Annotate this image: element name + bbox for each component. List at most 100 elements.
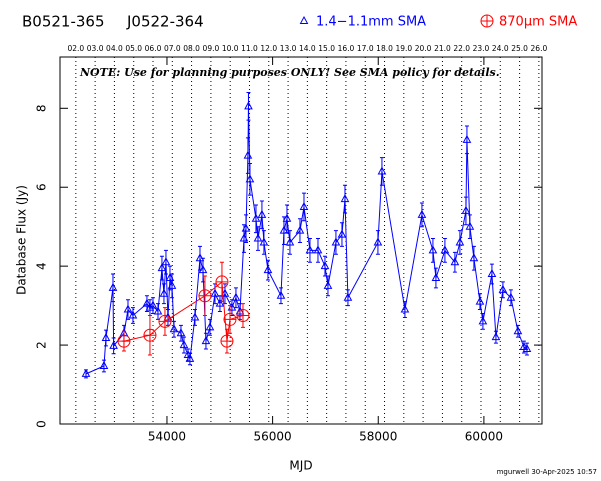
top-tick-label: 23.0: [473, 44, 490, 53]
point: [195, 253, 205, 262]
error-bar: [130, 307, 135, 324]
top-tick-label: 12.0: [260, 44, 277, 53]
top-tick-label: 26.0: [531, 44, 548, 53]
error-bar: [265, 259, 270, 281]
x-tick-label: 54000: [148, 430, 186, 444]
top-tick-label: 03.0: [87, 44, 104, 53]
error-bar: [339, 222, 344, 247]
note: NOTE: Use for planning purposes ONLY! Se…: [79, 66, 500, 79]
y-tick-label: 6: [35, 183, 49, 191]
point: [469, 253, 479, 262]
error-bar: [192, 309, 197, 326]
top-tick-label: 13.0: [280, 44, 297, 53]
point: [198, 289, 212, 303]
top-tick-label: 10.0: [222, 44, 239, 53]
error-bar: [278, 287, 283, 305]
point: [179, 340, 189, 349]
y-tick-label: 4: [35, 262, 49, 270]
point: [205, 322, 215, 331]
point: [313, 245, 323, 254]
error-bar: [508, 289, 513, 307]
point: [157, 263, 167, 272]
point: [295, 225, 305, 234]
point: [299, 201, 309, 210]
error-bar: [301, 192, 306, 222]
point: [176, 328, 186, 337]
y-tick-label: 2: [35, 341, 49, 349]
top-tick-label: 17.0: [357, 44, 374, 53]
point-part: [215, 275, 228, 288]
point-part: [198, 289, 211, 302]
top-tick-label: 05.0: [125, 44, 142, 53]
error-bar: [307, 238, 312, 263]
point: [235, 306, 245, 315]
point: [101, 332, 111, 341]
top-tick-label: 24.0: [492, 44, 509, 53]
point: [109, 340, 118, 349]
top-tick-label: 08.0: [183, 44, 200, 53]
point: [305, 245, 315, 254]
top-tick-label: 11.0: [241, 44, 258, 53]
point: [461, 205, 471, 214]
point: [475, 296, 485, 305]
x-tick-label: 60000: [465, 430, 503, 444]
top-tick-label: 18.0: [376, 44, 393, 53]
error-bar: [430, 238, 435, 263]
error-bar: [284, 204, 289, 234]
top-tick-label: 07.0: [164, 44, 181, 53]
top-tick-label: 16.0: [338, 44, 355, 53]
point: [148, 300, 158, 309]
point: [143, 328, 157, 342]
error-bar: [125, 299, 130, 320]
error-bar: [159, 255, 164, 281]
x-tick-label: 58000: [359, 430, 397, 444]
top-tick-label: 15.0: [318, 44, 335, 53]
point-part: [143, 329, 156, 342]
point: [428, 245, 438, 254]
point: [431, 272, 441, 281]
y-axis-label: Database Flux (Jy): [15, 185, 29, 295]
point: [478, 316, 488, 325]
top-tick-label: 22.0: [453, 44, 470, 53]
point: [251, 213, 261, 222]
error-bar: [247, 163, 252, 196]
point: [159, 288, 169, 297]
top-tick-label: 04.0: [106, 44, 123, 53]
point: [117, 334, 131, 348]
error-bar: [261, 230, 266, 255]
error-bar: [245, 137, 250, 174]
error-bar: [333, 230, 338, 255]
point: [243, 150, 253, 159]
top-tick-label: 14.0: [299, 44, 316, 53]
point: [185, 353, 195, 362]
top-tick-label: 21.0: [434, 44, 451, 53]
point: [142, 298, 152, 307]
top-tick-label: 09.0: [203, 44, 220, 53]
error-bar: [163, 249, 168, 275]
point: [513, 326, 523, 335]
point: [215, 298, 225, 307]
error-bar: [297, 218, 302, 243]
point: [417, 209, 427, 218]
point: [282, 213, 292, 222]
error-bar: [375, 230, 380, 255]
point: [81, 368, 91, 377]
error-bar: [217, 295, 222, 313]
error-bar: [111, 337, 116, 355]
point-part: [223, 313, 236, 326]
point: [190, 312, 200, 321]
point: [377, 166, 387, 175]
x-axis-label: MJD: [289, 459, 312, 473]
error-bar: [442, 238, 447, 263]
point-part: [236, 309, 249, 322]
point: [215, 275, 229, 289]
point: [236, 308, 250, 322]
point: [223, 312, 237, 326]
error-bar: [243, 214, 248, 243]
error-bar: [419, 202, 424, 228]
point: [244, 101, 253, 110]
legend-marker: [299, 15, 309, 24]
point: [400, 304, 410, 313]
top-tick-label: 25.0: [511, 44, 528, 53]
